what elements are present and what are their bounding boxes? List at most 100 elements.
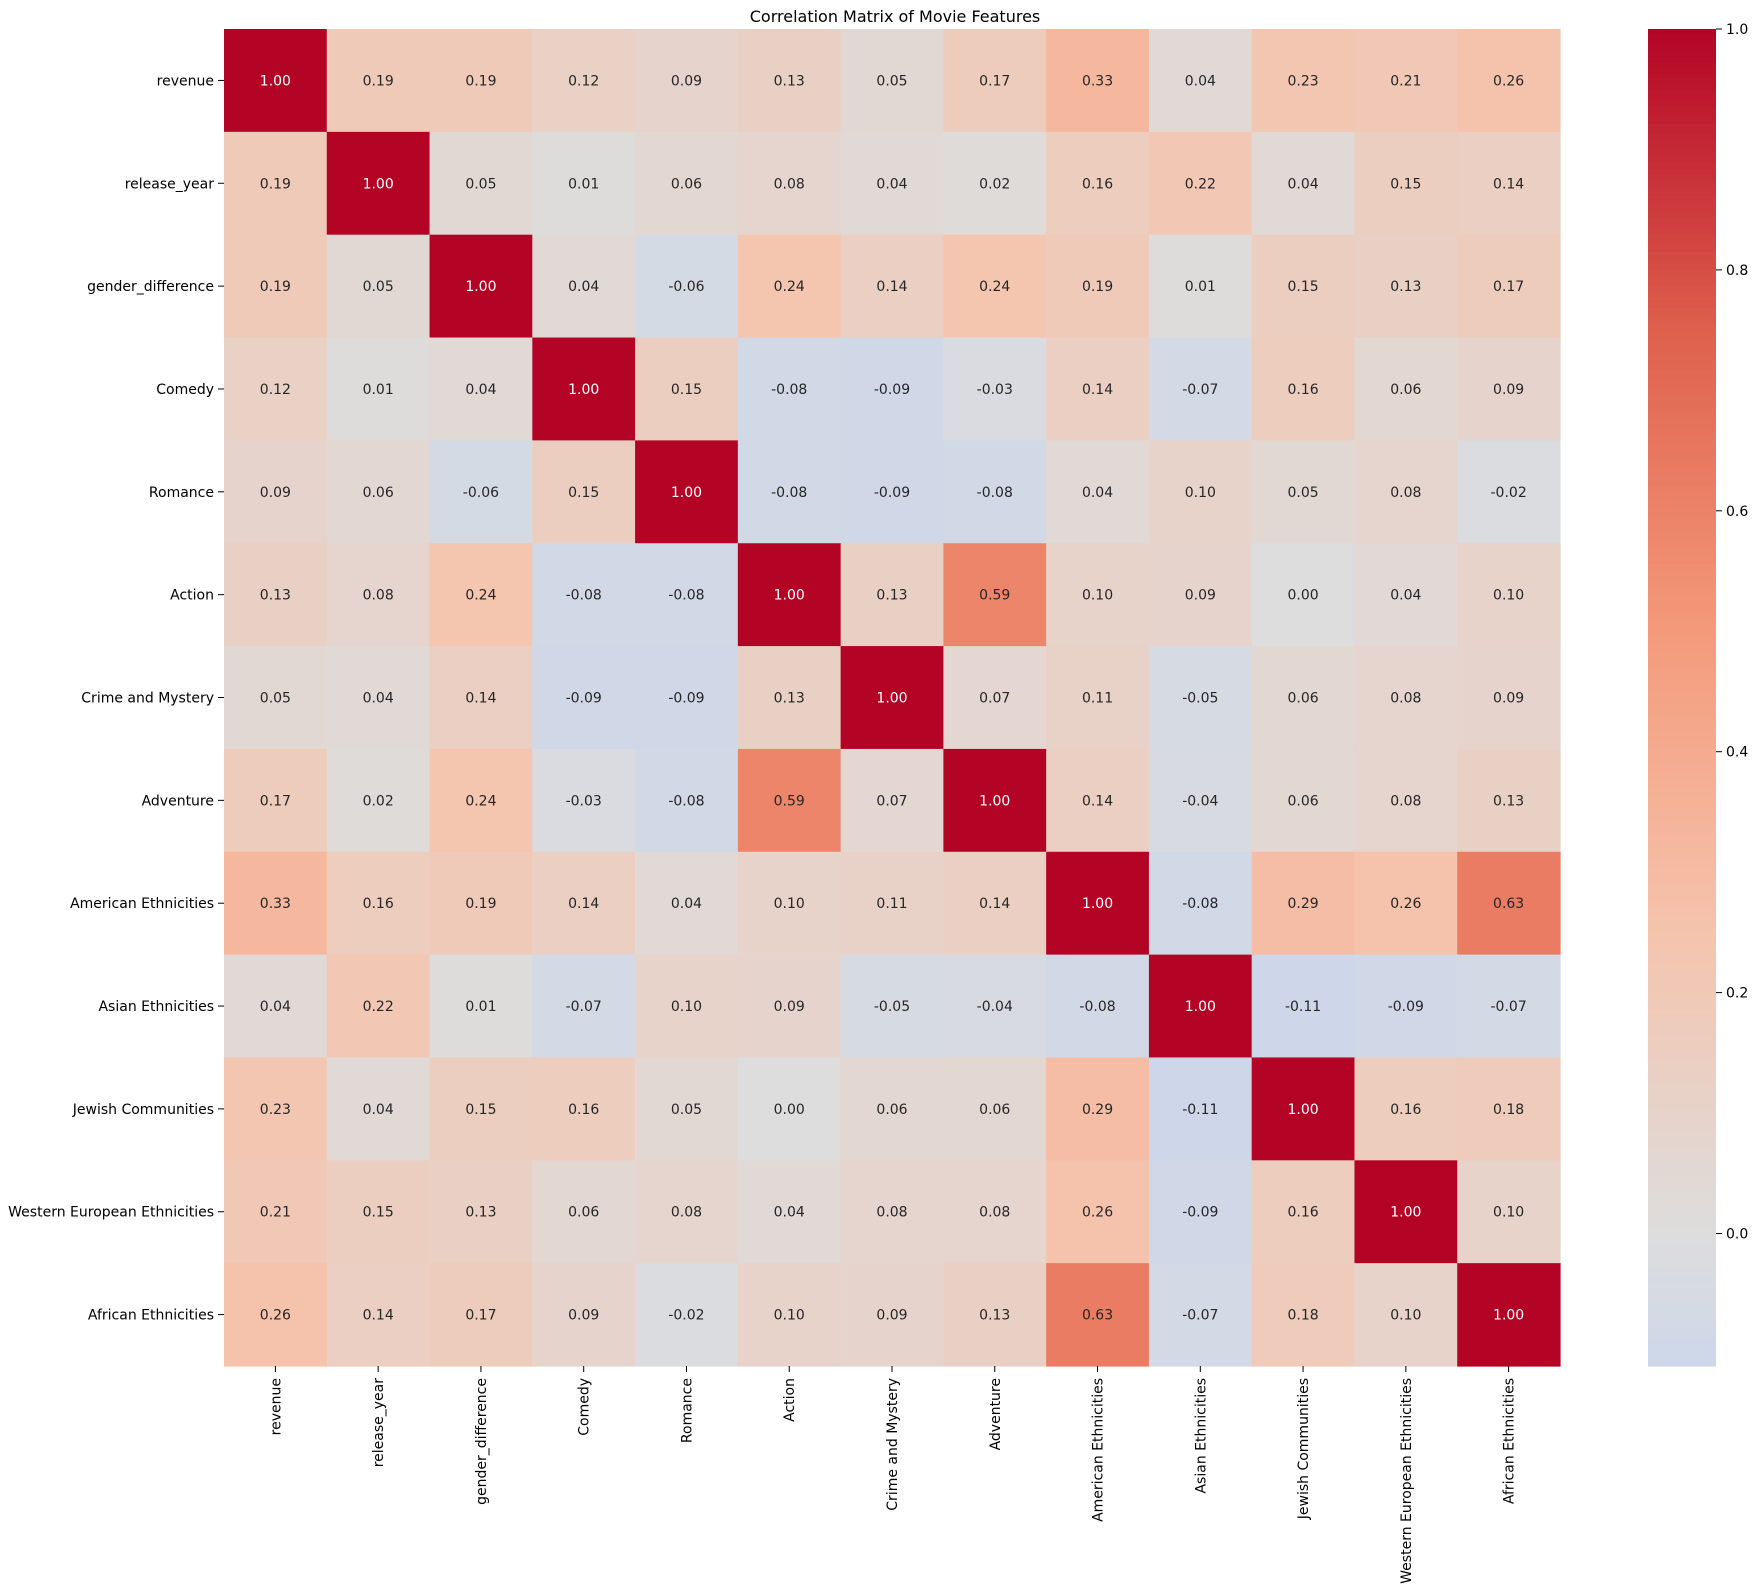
colorbar-segment xyxy=(1648,62,1716,69)
colorbar-segment xyxy=(1648,407,1716,414)
colorbar-tick-label: 0.0 xyxy=(1726,1227,1748,1243)
colorbar-segment xyxy=(1648,625,1716,632)
cell-value-label: -0.09 xyxy=(668,691,704,707)
colorbar-segment xyxy=(1648,363,1716,370)
heatmap-cell-revenue-revenue xyxy=(224,29,328,133)
colorbar-segment xyxy=(1648,1249,1716,1256)
cell-value-label: 0.07 xyxy=(979,691,1010,707)
cell-value-label: 0.18 xyxy=(1287,1308,1318,1324)
colorbar-segment xyxy=(1648,914,1716,921)
colorbar-segment xyxy=(1648,1343,1716,1350)
cell-value-label: 0.10 xyxy=(1493,1205,1524,1221)
heatmap-cell-adventure-romance xyxy=(635,748,739,853)
cell-value-label: 0.10 xyxy=(1185,485,1216,501)
cell-value-label: 0.26 xyxy=(260,1308,291,1324)
cell-value-label: -0.07 xyxy=(1182,382,1218,398)
heatmap-cell-gender-difference-african-ethnicities xyxy=(1457,234,1561,339)
cell-value-label: 0.05 xyxy=(1287,485,1318,501)
cell-value-label: -0.08 xyxy=(668,588,704,604)
heatmap-cell-comedy-romance xyxy=(635,337,739,441)
cell-value-label: 0.16 xyxy=(568,1102,599,1118)
cell-value-label: 0.23 xyxy=(260,1102,291,1118)
y-tick-label-asian-ethnicities: Asian Ethnicities xyxy=(98,999,214,1015)
heatmap-cell-adventure-crime-and-mystery xyxy=(840,748,944,853)
heatmap-cell-revenue-asian-ethnicities xyxy=(1148,29,1253,133)
colorbar-segment xyxy=(1648,474,1716,481)
cell-value-label: 0.63 xyxy=(1082,1308,1113,1324)
colorbar-segment xyxy=(1648,441,1716,448)
cell-value-label: -0.06 xyxy=(463,485,499,501)
heatmap-cell-comedy-crime-and-mystery xyxy=(840,337,944,441)
cell-value-label: -0.09 xyxy=(566,691,602,707)
cell-value-label: 0.14 xyxy=(1082,382,1113,398)
colorbar-segment xyxy=(1648,820,1716,827)
colorbar-segment xyxy=(1648,669,1716,676)
colorbar-segment xyxy=(1648,1015,1716,1022)
heatmap-cell-asian-ethnicities-asian-ethnicities xyxy=(1148,954,1253,1059)
heatmap-cell-gender-difference-jewish-communities xyxy=(1251,234,1356,339)
colorbar-segment xyxy=(1648,173,1716,181)
cell-value-label: -0.05 xyxy=(874,999,910,1015)
cell-value-label: 0.10 xyxy=(671,999,702,1015)
x-tick-label-revenue: revenue xyxy=(268,1378,284,1435)
colorbar-segment xyxy=(1648,1137,1716,1144)
cell-value-label: 1.00 xyxy=(260,73,291,89)
colorbar-segment xyxy=(1648,703,1716,710)
heatmap-cell-gender-difference-action xyxy=(737,234,842,339)
cell-value-label: -0.03 xyxy=(977,382,1013,398)
colorbar-segment xyxy=(1648,418,1716,426)
heatmap-cell-western-european-ethnicities-adventure xyxy=(943,1160,1047,1264)
heatmap-cell-jewish-communities-crime-and-mystery xyxy=(840,1057,944,1161)
heatmap-cell-asian-ethnicities-jewish-communities xyxy=(1251,954,1356,1059)
heatmap-cell-romance-romance xyxy=(635,440,739,544)
heatmap-cell-western-european-ethnicities-american-ethnicities xyxy=(1046,1160,1150,1264)
cell-value-label: 0.06 xyxy=(876,1102,907,1118)
heatmap-cell-release-year-comedy xyxy=(532,131,636,236)
heatmap-cell-comedy-release-year xyxy=(326,337,431,441)
colorbar-segment xyxy=(1648,586,1716,593)
cell-value-label: 0.04 xyxy=(363,691,394,707)
colorbar-segment xyxy=(1648,196,1716,203)
colorbar-segment xyxy=(1648,201,1716,208)
colorbar-segment xyxy=(1648,864,1716,871)
cell-value-label: 0.16 xyxy=(1390,1102,1421,1118)
cell-value-label: 0.13 xyxy=(465,1205,496,1221)
colorbar-segment xyxy=(1648,1087,1716,1094)
cell-value-label: 0.08 xyxy=(363,588,394,604)
colorbar-segment xyxy=(1648,1304,1716,1311)
colorbar-segment xyxy=(1648,1120,1716,1128)
cell-value-label: 0.22 xyxy=(1185,176,1216,192)
colorbar-segment xyxy=(1648,296,1716,303)
colorbar-segment xyxy=(1648,931,1716,938)
y-tick-label-action: Action xyxy=(170,588,214,604)
colorbar-segment xyxy=(1648,1059,1716,1066)
colorbar-segment xyxy=(1648,859,1716,866)
heatmap-cell-romance-release-year xyxy=(326,440,431,544)
heatmap-cell-comedy-asian-ethnicities xyxy=(1148,337,1253,441)
colorbar-segment xyxy=(1648,602,1716,609)
heatmap-cell-american-ethnicities-jewish-communities xyxy=(1251,851,1356,956)
colorbar-segment xyxy=(1648,79,1716,86)
colorbar-segment xyxy=(1648,1003,1716,1011)
heatmap-cell-crime-and-mystery-american-ethnicities xyxy=(1046,646,1150,750)
heatmap-cell-american-ethnicities-gender-difference xyxy=(429,851,533,956)
heatmap-cell-crime-and-mystery-romance xyxy=(635,646,739,750)
heatmap-cell-asian-ethnicities-western-european-ethnicities xyxy=(1354,954,1458,1059)
colorbar-segment xyxy=(1648,853,1716,860)
heatmap-cell-asian-ethnicities-release-year xyxy=(326,954,431,1059)
cell-value-label: -0.11 xyxy=(1285,999,1321,1015)
colorbar-segment xyxy=(1648,1276,1716,1284)
heatmap-cell-adventure-release-year xyxy=(326,748,431,853)
colorbar-segment xyxy=(1648,480,1716,487)
cell-value-label: 0.26 xyxy=(1082,1205,1113,1221)
cell-value-label: -0.08 xyxy=(1079,999,1115,1015)
colorbar-segment xyxy=(1648,1260,1716,1267)
heatmap-cell-release-year-crime-and-mystery xyxy=(840,131,944,236)
cell-value-label: 0.14 xyxy=(363,1308,394,1324)
colorbar-segment xyxy=(1648,469,1716,476)
colorbar-segment xyxy=(1648,352,1716,359)
heatmap-cell-gender-difference-american-ethnicities xyxy=(1046,234,1150,339)
cell-value-label: 1.00 xyxy=(979,793,1010,809)
cell-value-label: 0.12 xyxy=(260,382,291,398)
colorbar-segment xyxy=(1648,892,1716,899)
